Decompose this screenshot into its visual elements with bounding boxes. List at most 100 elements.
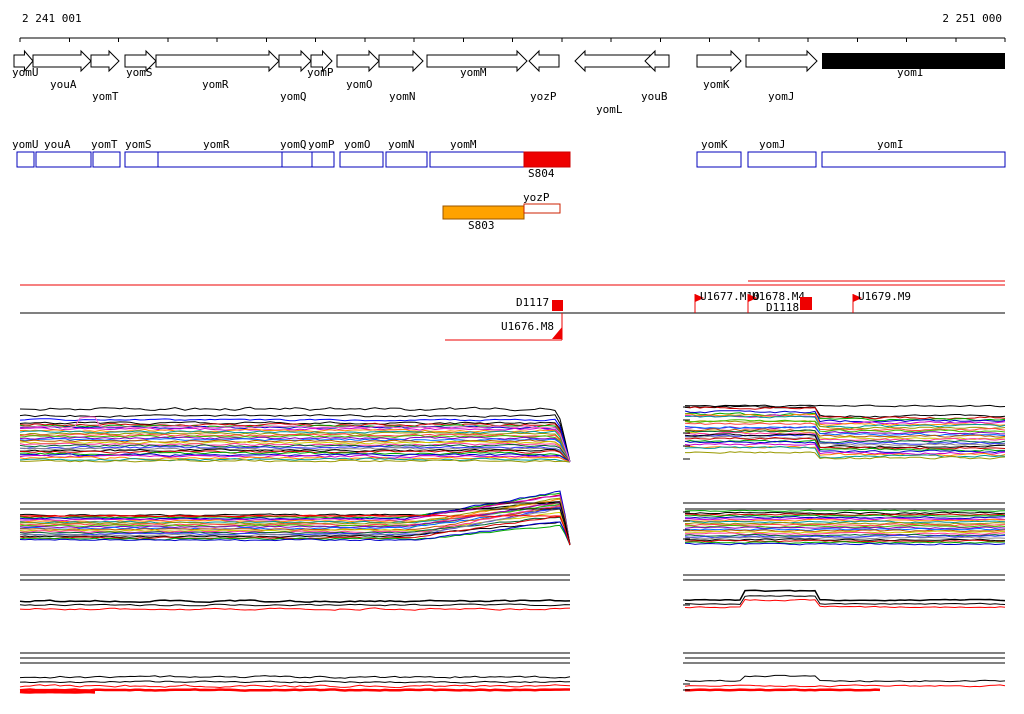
gene-label-yomM: yomM	[460, 66, 487, 79]
expression-line	[19, 492, 571, 546]
gene-arrow-youA[interactable]	[32, 49, 92, 73]
unit-label-yomR: yomR	[203, 138, 230, 151]
gene-label-yomL: yomL	[596, 103, 623, 116]
expression-line	[684, 436, 1006, 450]
expression-line	[684, 684, 1006, 688]
expression-line	[19, 443, 571, 463]
expression-line	[684, 412, 1006, 422]
expression-line	[19, 457, 571, 463]
expression-line	[19, 422, 571, 463]
expression-line	[684, 514, 1006, 518]
unit-box-yomU[interactable]	[16, 151, 35, 168]
expression-line	[684, 595, 1006, 605]
expression-line	[20, 447, 571, 463]
gene-arrow-yomN[interactable]	[378, 49, 424, 73]
expression-line	[19, 684, 571, 689]
unit-label-yomM: yomM	[450, 138, 477, 151]
gene-arrow-yozP[interactable]	[528, 49, 560, 73]
expression-line	[684, 542, 1006, 546]
gene-arrow-yomU[interactable]	[13, 49, 34, 73]
expression-line	[19, 607, 571, 611]
expression-line	[19, 507, 571, 546]
expression-line	[19, 427, 571, 463]
gene-arrow-yomL[interactable]	[574, 49, 651, 73]
gene-label-yomJ: yomJ	[768, 90, 795, 103]
expression-line	[684, 410, 1006, 423]
unit-box-yomS[interactable]	[124, 151, 159, 168]
feature-pennant-U1679.M9[interactable]	[853, 294, 862, 302]
feature-pennant-U1678.M4[interactable]	[748, 294, 757, 302]
unit-box-S804[interactable]	[523, 151, 571, 168]
expression-line	[19, 416, 571, 463]
feature-pennant-U1677.M10[interactable]	[695, 294, 704, 302]
unit-box-yomJ[interactable]	[747, 151, 817, 168]
feature-marker-D1117[interactable]	[552, 300, 563, 311]
expression-line	[20, 440, 571, 463]
probe-track: S803 yozP	[442, 191, 561, 232]
expression-line	[19, 508, 571, 546]
gene-arrow-yomQ[interactable]	[278, 49, 312, 73]
gene-arrow-yomM[interactable]	[426, 49, 528, 73]
expression-line	[19, 438, 571, 463]
expression-panel-1	[19, 404, 1006, 463]
gene-label-yomR: yomR	[202, 78, 229, 91]
unit-label-yomQ: yomQ	[280, 138, 307, 151]
unit-box-youA[interactable]	[35, 151, 92, 168]
unit-box-yomO[interactable]	[339, 151, 384, 168]
expression-line	[19, 688, 570, 692]
gene-arrow-yomO[interactable]	[336, 49, 380, 73]
expression-line	[684, 530, 1005, 534]
expression-line	[19, 524, 571, 546]
unit-box-yomT[interactable]	[92, 151, 121, 168]
expression-line	[684, 511, 1006, 515]
unit-label-yomT: yomT	[91, 138, 118, 151]
expression-line	[684, 513, 1006, 516]
gene-arrow-yomJ[interactable]	[745, 49, 818, 73]
expression-line	[684, 534, 1006, 539]
gene-label-youA: youA	[50, 78, 77, 91]
gene-arrow-yomI[interactable]	[822, 53, 1005, 69]
gene-arrow-yomK[interactable]	[696, 49, 742, 73]
expression-line	[684, 442, 1006, 455]
expression-line	[20, 448, 571, 463]
gene-label-yomQ: yomQ	[280, 90, 307, 103]
expression-line	[684, 526, 1006, 530]
probe-box-yozP[interactable]	[523, 203, 561, 214]
unit-box-yomM[interactable]	[429, 151, 525, 168]
gene-arrow-yomT[interactable]	[90, 49, 120, 73]
unit-box-yomR[interactable]	[157, 151, 283, 168]
expression-line	[685, 433, 1006, 445]
start-coordinate: 2 241 001	[22, 12, 82, 25]
expression-line	[684, 509, 1006, 512]
expression-line	[684, 598, 1006, 609]
unit-box-yomQ[interactable]	[281, 151, 313, 168]
feature-marker-D1118[interactable]	[800, 297, 812, 310]
expression-line	[684, 529, 1006, 533]
gene-arrow-yomP[interactable]	[310, 49, 333, 73]
expression-line	[684, 439, 1005, 452]
feature-label-U1678.M4: U1678.M4	[752, 290, 805, 303]
gene-arrow-yomR[interactable]	[155, 49, 280, 73]
gene-label-yomU: yomU	[12, 66, 39, 79]
expression-line	[19, 418, 571, 463]
expression-line	[19, 506, 571, 546]
expression-line	[19, 521, 571, 546]
expression-line	[19, 599, 571, 604]
end-coordinate: 2 251 000	[942, 12, 1002, 25]
unit-box-yomK[interactable]	[696, 151, 742, 168]
unit-box-yomP[interactable]	[311, 151, 335, 168]
expression-line	[19, 406, 571, 463]
expression-line	[19, 690, 96, 694]
unit-box-yomI[interactable]	[821, 151, 1006, 168]
expression-line	[684, 419, 1006, 433]
probe-box-S803[interactable]	[442, 205, 525, 220]
gene-arrow-yomS[interactable]	[124, 49, 157, 73]
expression-line	[19, 430, 571, 463]
unit-box-yomN[interactable]	[385, 151, 428, 168]
gene-arrow-youB[interactable]	[644, 49, 670, 73]
gene-label-yomT: yomT	[92, 90, 119, 103]
expression-line	[684, 520, 1006, 524]
feature-wedge-U1676.M8[interactable]	[552, 327, 562, 339]
